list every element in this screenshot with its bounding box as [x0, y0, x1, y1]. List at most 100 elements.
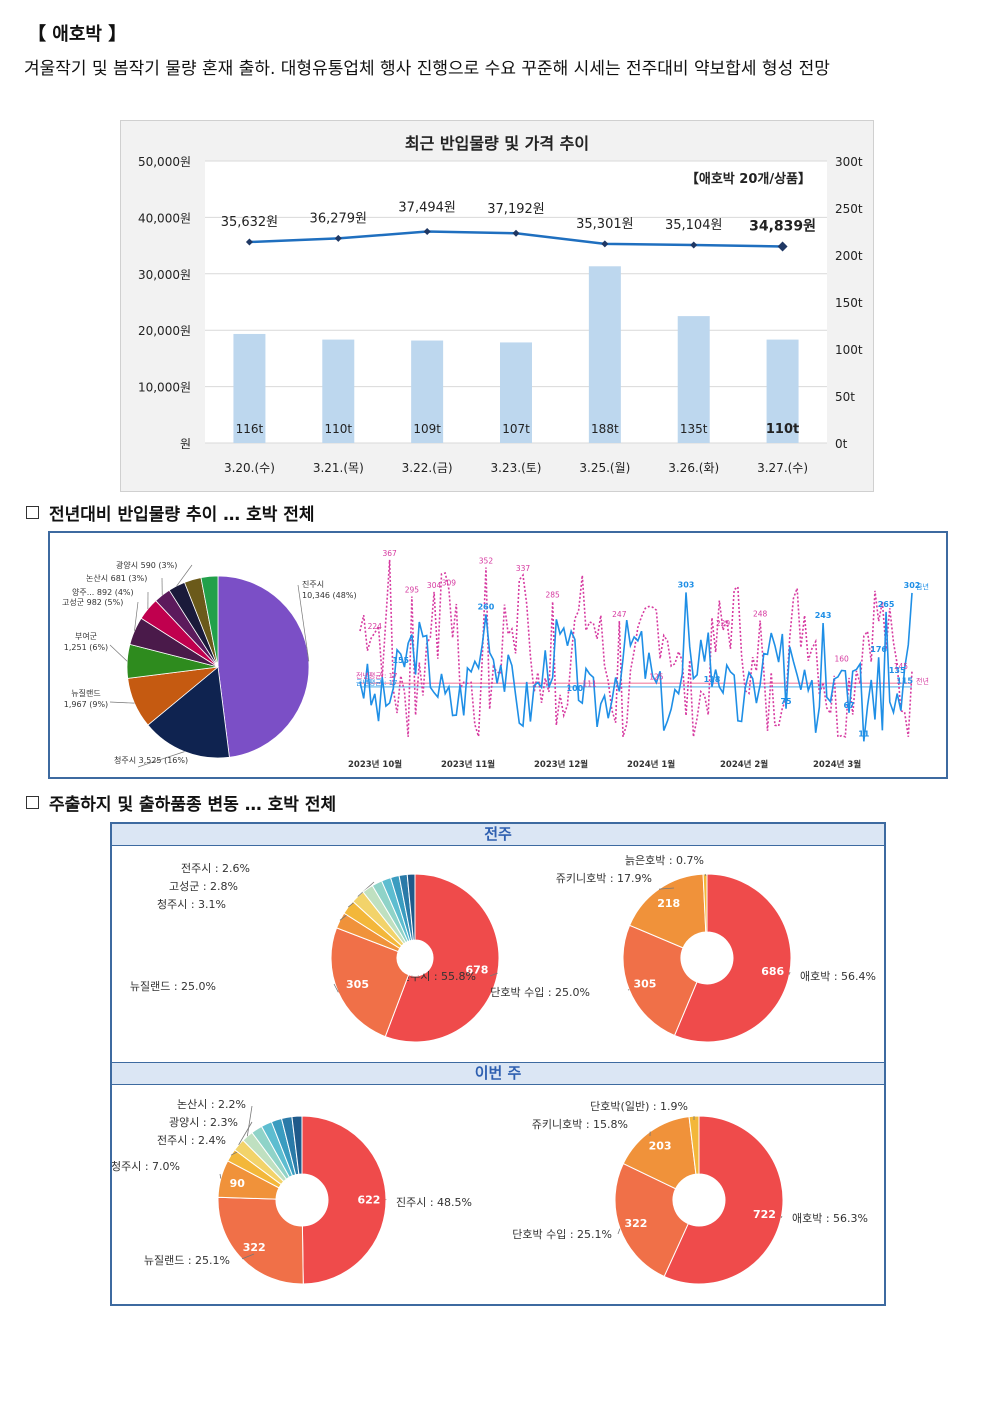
previous-series-label: 전년 — [916, 676, 929, 685]
this-origin-label: 전주시 : 2.4% — [157, 1134, 226, 1147]
origin-pie-slice — [217, 575, 310, 758]
leader-line — [489, 972, 498, 977]
price-label: 35,301원 — [576, 217, 633, 232]
origin-pie-label: 청주시 3,525 (16%) — [114, 756, 188, 765]
last-variety-label: 단호박 수입 : 25.0% — [490, 986, 590, 999]
leader-line — [134, 601, 139, 631]
right-tick-label: 0t — [835, 437, 848, 451]
section-heading-text: 전년대비 반입물량 추이 … 호박 전체 — [49, 505, 315, 525]
month-tick-label: 2023년 12월 — [534, 759, 588, 770]
this-variety-label: 애호박 : 56.3% — [792, 1212, 868, 1225]
current-peak-label: 260 — [478, 602, 495, 611]
price-label: 35,104원 — [665, 218, 722, 233]
volume-label: 107t — [502, 422, 530, 436]
price-label: 36,279원 — [310, 211, 367, 226]
last-variety-value-label: 686 — [761, 965, 784, 978]
previous-peak-label: 352 — [479, 556, 494, 565]
this-variety-label: 단호박 수입 : 25.1% — [512, 1228, 612, 1241]
volume-label: 109t — [413, 422, 441, 436]
donut-hole — [681, 932, 733, 984]
previous-peak-label: 285 — [545, 591, 560, 600]
origin-pie-value: 1,251 (6%) — [64, 643, 108, 652]
page-title: 【 애호박 】 — [28, 24, 127, 45]
last-origin-value-label: 678 — [465, 963, 488, 976]
volume-bar — [411, 340, 444, 443]
price-marker — [512, 229, 520, 237]
current-peak-label: 118 — [704, 675, 721, 684]
volume-label: 110t — [324, 422, 352, 436]
current-average-label: 금년평균 : 17 — [356, 678, 397, 687]
leader-line — [241, 1253, 255, 1260]
price-label: 37,192원 — [487, 202, 544, 217]
section-heading-text: 주출하지 및 출하품종 변동 … 호박 전체 — [49, 795, 337, 815]
left-tick-label: 원 — [180, 437, 191, 451]
chart-note: 【애호박 20개/상품】 — [686, 171, 811, 187]
current-peak-label: 115 — [896, 676, 913, 685]
price-marker — [601, 240, 609, 248]
origin-pie-slice — [147, 666, 230, 759]
price-marker — [690, 241, 698, 249]
section-heading-yearly: 전년대비 반입물량 추이 … 호박 전체 — [26, 500, 315, 525]
donut-hole — [397, 940, 433, 976]
donut-hole — [276, 1174, 328, 1226]
last-week-header: 전주 — [112, 824, 884, 846]
volume-bar — [233, 333, 266, 443]
last-origin-label: 고성군 : 2.8% — [169, 880, 238, 893]
month-tick-label: 2024년 1월 — [627, 759, 675, 770]
current-peak-label: 67 — [843, 701, 854, 710]
previous-peak-label: 160 — [834, 654, 849, 663]
this-origin-value-label: 90 — [230, 1177, 246, 1190]
volume-bar — [500, 342, 532, 443]
current-peak-label: 11 — [858, 729, 870, 738]
origin-pie-label: 뉴질랜드 — [71, 688, 100, 698]
month-tick-label: 2023년 11월 — [441, 759, 495, 770]
leader-line — [219, 1173, 222, 1179]
previous-peak-label: 229 — [716, 619, 731, 628]
this-variety-label: 쥬키니호박 : 15.8% — [532, 1118, 628, 1131]
origin-pie-value: 10,346 (48%) — [302, 591, 357, 600]
leader-line — [788, 971, 791, 975]
date-tick-label: 3.22.(금) — [402, 461, 453, 475]
this-variety-value-label: 203 — [649, 1139, 672, 1152]
previous-peak-label: 248 — [753, 610, 768, 619]
yearly-comparison-frame: 진주시 10,346 (48%) 청주시 3,525 (16%) 뉴질랜드 1,967 … — [48, 531, 948, 779]
previous-peak-label: 367 — [382, 549, 397, 558]
right-tick-label: 200t — [835, 249, 863, 263]
date-tick-label: 3.21.(목) — [313, 461, 364, 475]
leader-line — [704, 873, 707, 877]
volume-bar — [766, 339, 799, 443]
current-year-line — [359, 592, 913, 742]
month-tick-label: 2024년 3월 — [813, 759, 861, 770]
this-origin-label: 뉴질랜드 : 25.1% — [144, 1254, 230, 1267]
leader-line — [137, 751, 185, 768]
previous-peak-label: 145 — [894, 662, 909, 671]
current-peak-label: 265 — [878, 600, 895, 609]
previous-average-label: 전년평균 : 17 — [356, 671, 397, 680]
volume-bar — [322, 339, 355, 443]
left-tick-label: 50,000원 — [138, 155, 191, 169]
origin-pie-label: 광양시 590 (3%) — [116, 560, 177, 570]
last-variety-value-label: 305 — [633, 977, 656, 990]
last-variety-label: 쥬키니호박 : 17.9% — [556, 872, 652, 885]
origin-pie-label: 양주... 892 (4%) — [72, 588, 134, 597]
date-tick-label: 3.25.(월) — [579, 461, 630, 475]
price-marker — [777, 241, 788, 252]
leader-line — [617, 1228, 621, 1235]
this-origin-label: 광양시 : 2.3% — [169, 1116, 238, 1129]
previous-peak-label: 111 — [583, 679, 598, 688]
last-variety-label: 애호박 : 56.4% — [800, 970, 876, 983]
right-tick-label: 300t — [835, 155, 863, 169]
date-tick-label: 3.23.(토) — [491, 461, 542, 475]
this-origin-value-label: 322 — [243, 1241, 266, 1254]
price-marker — [245, 238, 253, 246]
previous-peak-label: 304 — [427, 581, 442, 590]
date-tick-label: 3.26.(화) — [668, 461, 719, 475]
this-origin-label: 논산시 : 2.2% — [177, 1098, 246, 1111]
this-variety-label: 단호박(일반) : 1.9% — [590, 1099, 688, 1113]
volume-label: 135t — [680, 422, 708, 436]
yearly-comparison-charts: 진주시 10,346 (48%) 청주시 3,525 (16%) 뉴질랜드 1,967 … — [62, 549, 929, 770]
date-tick-label: 3.20.(수) — [224, 461, 275, 475]
volume-label: 116t — [236, 422, 264, 436]
combo-chart-frame: 최근 반입물량 및 가격 추이 【애호박 20개/상품】 50,000원 40,000… — [120, 120, 874, 492]
